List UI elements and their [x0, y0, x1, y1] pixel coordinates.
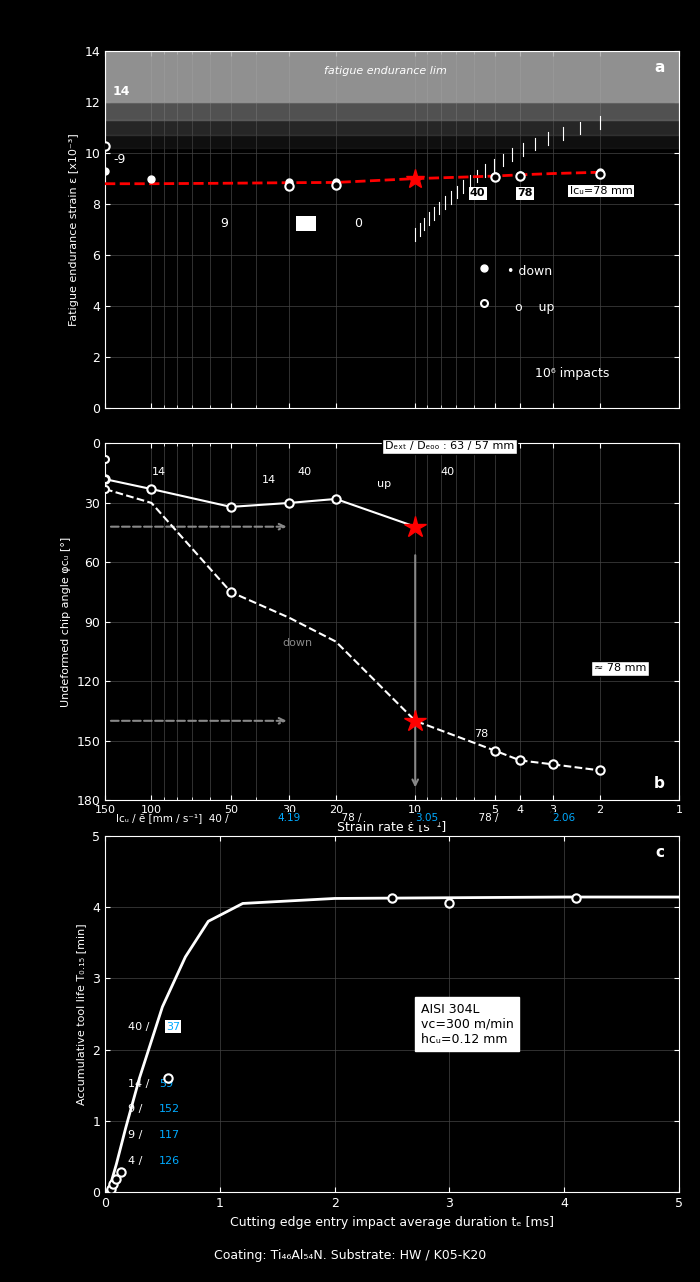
Bar: [105, 121, 679, 136]
Text: fatigue endurance lim: fatigue endurance lim: [323, 67, 447, 76]
Text: 78: 78: [517, 188, 533, 199]
Text: 4 /: 4 /: [128, 1156, 146, 1165]
Text: 40: 40: [441, 467, 455, 477]
Bar: [105, 51, 679, 103]
Text: b: b: [654, 776, 665, 791]
Y-axis label: Undeformed chip angle φᴄᵤ [°]: Undeformed chip angle φᴄᵤ [°]: [61, 537, 71, 706]
Text: 59: 59: [159, 1078, 173, 1088]
Text: 78: 78: [474, 728, 488, 738]
Text: 14: 14: [113, 85, 130, 97]
Text: o    up: o up: [514, 301, 554, 314]
Text: 152: 152: [159, 1104, 180, 1114]
Text: 14: 14: [151, 467, 166, 477]
Text: c: c: [656, 845, 665, 860]
Text: 126: 126: [159, 1156, 180, 1165]
Text: down: down: [282, 637, 312, 647]
Text: 9: 9: [220, 217, 228, 229]
Text: 3.05: 3.05: [415, 814, 438, 823]
Text: 9 /: 9 /: [128, 1129, 146, 1140]
X-axis label: Cutting edge entry impact average duration tₑ [ms]: Cutting edge entry impact average durati…: [230, 1215, 554, 1228]
Text: lᴄᵤ / ẽ [mm / s⁻¹]  40 /: lᴄᵤ / ẽ [mm / s⁻¹] 40 /: [116, 814, 229, 823]
Text: 78 /: 78 /: [473, 814, 499, 823]
Text: 9 /: 9 /: [128, 1104, 146, 1114]
Text: up: up: [377, 479, 391, 488]
Text: 4.19: 4.19: [277, 814, 300, 823]
X-axis label: Strain rate ε̇ [s⁻¹]: Strain rate ε̇ [s⁻¹]: [337, 820, 447, 833]
Text: 40: 40: [298, 467, 312, 477]
Text: 40: 40: [470, 188, 486, 199]
Text: -9: -9: [113, 154, 125, 167]
Text: AISI 304L
vᴄ=300 m/min
hᴄᵤ=0.12 mm: AISI 304L vᴄ=300 m/min hᴄᵤ=0.12 mm: [421, 1003, 514, 1046]
Bar: [105, 103, 679, 121]
Text: 2.06: 2.06: [553, 814, 576, 823]
Text: 10⁶ impacts: 10⁶ impacts: [536, 367, 610, 381]
Text: • down: • down: [507, 265, 552, 278]
Text: Coating: Ti₄₆Al₅₄N. Substrate: HW / K05-K20: Coating: Ti₄₆Al₅₄N. Substrate: HW / K05-…: [214, 1249, 486, 1261]
Text: 78 /: 78 /: [335, 814, 361, 823]
Text: 37: 37: [166, 1022, 180, 1032]
Text: 14: 14: [262, 476, 276, 485]
Text: 117: 117: [159, 1129, 180, 1140]
Text: 40 /: 40 /: [128, 1022, 149, 1032]
Bar: [105, 136, 679, 147]
Text: ≈ 78 mm: ≈ 78 mm: [594, 663, 646, 673]
Text: lᴄᵤ=78 mm: lᴄᵤ=78 mm: [570, 186, 632, 196]
Y-axis label: Fatigue endurance strain ε [x10⁻³]: Fatigue endurance strain ε [x10⁻³]: [69, 133, 78, 326]
Text: 14: 14: [298, 217, 315, 229]
Text: Dₑₓₜ / Dₑₒₒ : 63 / 57 mm: Dₑₓₜ / Dₑₒₒ : 63 / 57 mm: [385, 441, 514, 451]
Text: a: a: [654, 60, 665, 76]
Text: 0: 0: [354, 217, 363, 229]
Text: 14 /: 14 /: [128, 1078, 153, 1088]
Y-axis label: Accumulative tool life T₀.₁₅ [min]: Accumulative tool life T₀.₁₅ [min]: [76, 923, 87, 1105]
